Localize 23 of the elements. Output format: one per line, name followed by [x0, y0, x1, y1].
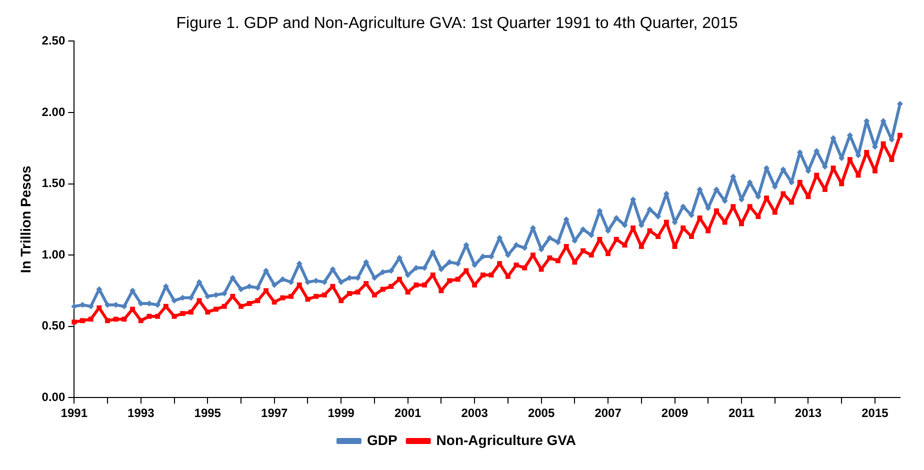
x-tick-label: 1993 — [128, 406, 155, 420]
x-tick-label: 2011 — [728, 406, 755, 420]
x-tick-label: 2001 — [394, 406, 422, 420]
x-tick-label: 2013 — [794, 406, 822, 420]
x-tick-label: 1991 — [60, 406, 88, 420]
y-tick-label: 0.00 — [42, 390, 66, 404]
y-axis-title: In Trillion Pesos — [17, 166, 34, 274]
y-tick-label: 2.00 — [42, 104, 66, 119]
chart-title: Figure 1. GDP and Non-Agriculture GVA: 1st Quarter 1991 to 4th Quarter, 2015 — [176, 15, 738, 32]
x-tick-label: 1999 — [328, 406, 355, 420]
x-tick-label: 2007 — [594, 406, 622, 420]
x-tick-label: 1997 — [261, 406, 288, 420]
x-tick-label: 2003 — [461, 406, 488, 420]
legend-label: GDP — [366, 432, 398, 448]
y-tick-label: 2.50 — [42, 34, 66, 48]
y-tick-label: 0.50 — [42, 318, 66, 333]
x-tick-label: 1995 — [194, 406, 222, 420]
y-tick-label: 1.50 — [42, 176, 66, 190]
x-tick-label: 2005 — [528, 406, 555, 420]
legend-label: Non-Agriculture GVA — [436, 432, 576, 448]
y-tick-label: 1.00 — [42, 247, 66, 262]
x-tick-label: 2009 — [661, 406, 688, 420]
x-tick-label: 2015 — [862, 406, 889, 420]
